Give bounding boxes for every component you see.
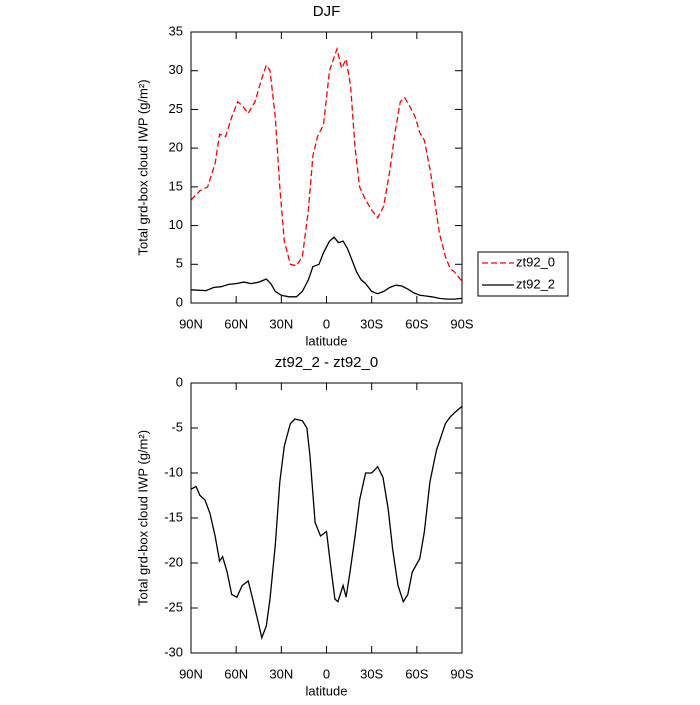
y-tick-label: -15 (164, 509, 183, 524)
x-tick-label: 0 (323, 666, 330, 681)
y-tick-label: 10 (169, 217, 183, 232)
y-tick-label: -20 (164, 554, 183, 569)
x-tick-label: 90S (450, 666, 473, 681)
data-line (190, 46, 463, 282)
x-tick-label: 90S (450, 316, 473, 331)
legend-label: zt92_0 (516, 254, 555, 269)
x-tick-label: 60N (224, 316, 248, 331)
y-tick-label: 30 (169, 62, 183, 77)
x-tick-label: 60S (405, 666, 428, 681)
legend-label: zt92_2 (516, 276, 555, 291)
x-axis-label: latitude (306, 683, 348, 698)
y-tick-label: -10 (164, 464, 183, 479)
chart-title: zt92_2 - zt92_0 (275, 354, 378, 371)
x-tick-label: 90N (179, 316, 203, 331)
x-tick-label: 30N (269, 666, 293, 681)
y-tick-label: 0 (176, 294, 183, 309)
y-tick-label: -25 (164, 599, 183, 614)
x-tick-label: 0 (323, 316, 330, 331)
plot-frame (190, 31, 463, 304)
x-tick-label: 30N (269, 316, 293, 331)
y-tick-label: 25 (169, 101, 183, 116)
y-tick-label: 35 (169, 23, 183, 38)
x-tick-label: 90N (179, 666, 203, 681)
x-tick-label: 30S (360, 316, 383, 331)
y-tick-label: 5 (176, 256, 183, 271)
y-tick-label: 15 (169, 178, 183, 193)
data-line (190, 405, 463, 640)
x-tick-label: 30S (360, 666, 383, 681)
y-axis-label: Total grd-box cloud IWP (g/m²) (135, 430, 150, 606)
data-line (190, 236, 463, 300)
y-tick-label: -30 (164, 644, 183, 659)
legend-box (477, 251, 569, 297)
x-tick-label: 60N (224, 666, 248, 681)
y-axis-label: Total grd-box cloud IWP (g/m²) (135, 79, 150, 255)
y-tick-label: 0 (176, 374, 183, 389)
chart-title: DJF (313, 3, 341, 20)
plot-frame (190, 382, 463, 654)
x-axis-label: latitude (306, 333, 348, 348)
y-tick-label: 20 (169, 140, 183, 155)
x-tick-label: 60S (405, 316, 428, 331)
y-tick-label: -5 (171, 419, 183, 434)
